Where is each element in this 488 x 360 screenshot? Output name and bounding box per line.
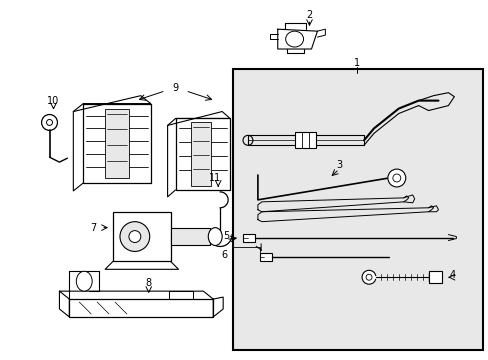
Bar (113, 212, 170, 261)
Text: 5: 5 (223, 230, 229, 240)
Text: 6: 6 (221, 251, 227, 260)
Bar (427, 271, 442, 283)
Text: 4: 4 (448, 270, 454, 280)
Bar (191, 122, 211, 186)
Text: 3: 3 (336, 160, 342, 170)
Ellipse shape (208, 228, 222, 246)
Text: 11: 11 (209, 173, 221, 183)
Circle shape (361, 270, 375, 284)
Bar (294, 132, 316, 148)
Bar (105, 109, 129, 178)
Text: 8: 8 (145, 278, 151, 288)
Bar (233, 69, 482, 350)
Circle shape (129, 231, 141, 243)
Text: 9: 9 (172, 83, 178, 93)
Circle shape (120, 222, 149, 251)
Ellipse shape (76, 271, 92, 291)
Circle shape (41, 114, 57, 130)
Bar (170, 228, 210, 246)
Text: 10: 10 (47, 96, 60, 105)
Text: 7: 7 (90, 222, 96, 233)
Bar (259, 253, 271, 261)
Text: 1: 1 (353, 58, 360, 68)
Bar (243, 234, 254, 242)
Circle shape (387, 169, 405, 187)
Text: 2: 2 (306, 10, 312, 20)
